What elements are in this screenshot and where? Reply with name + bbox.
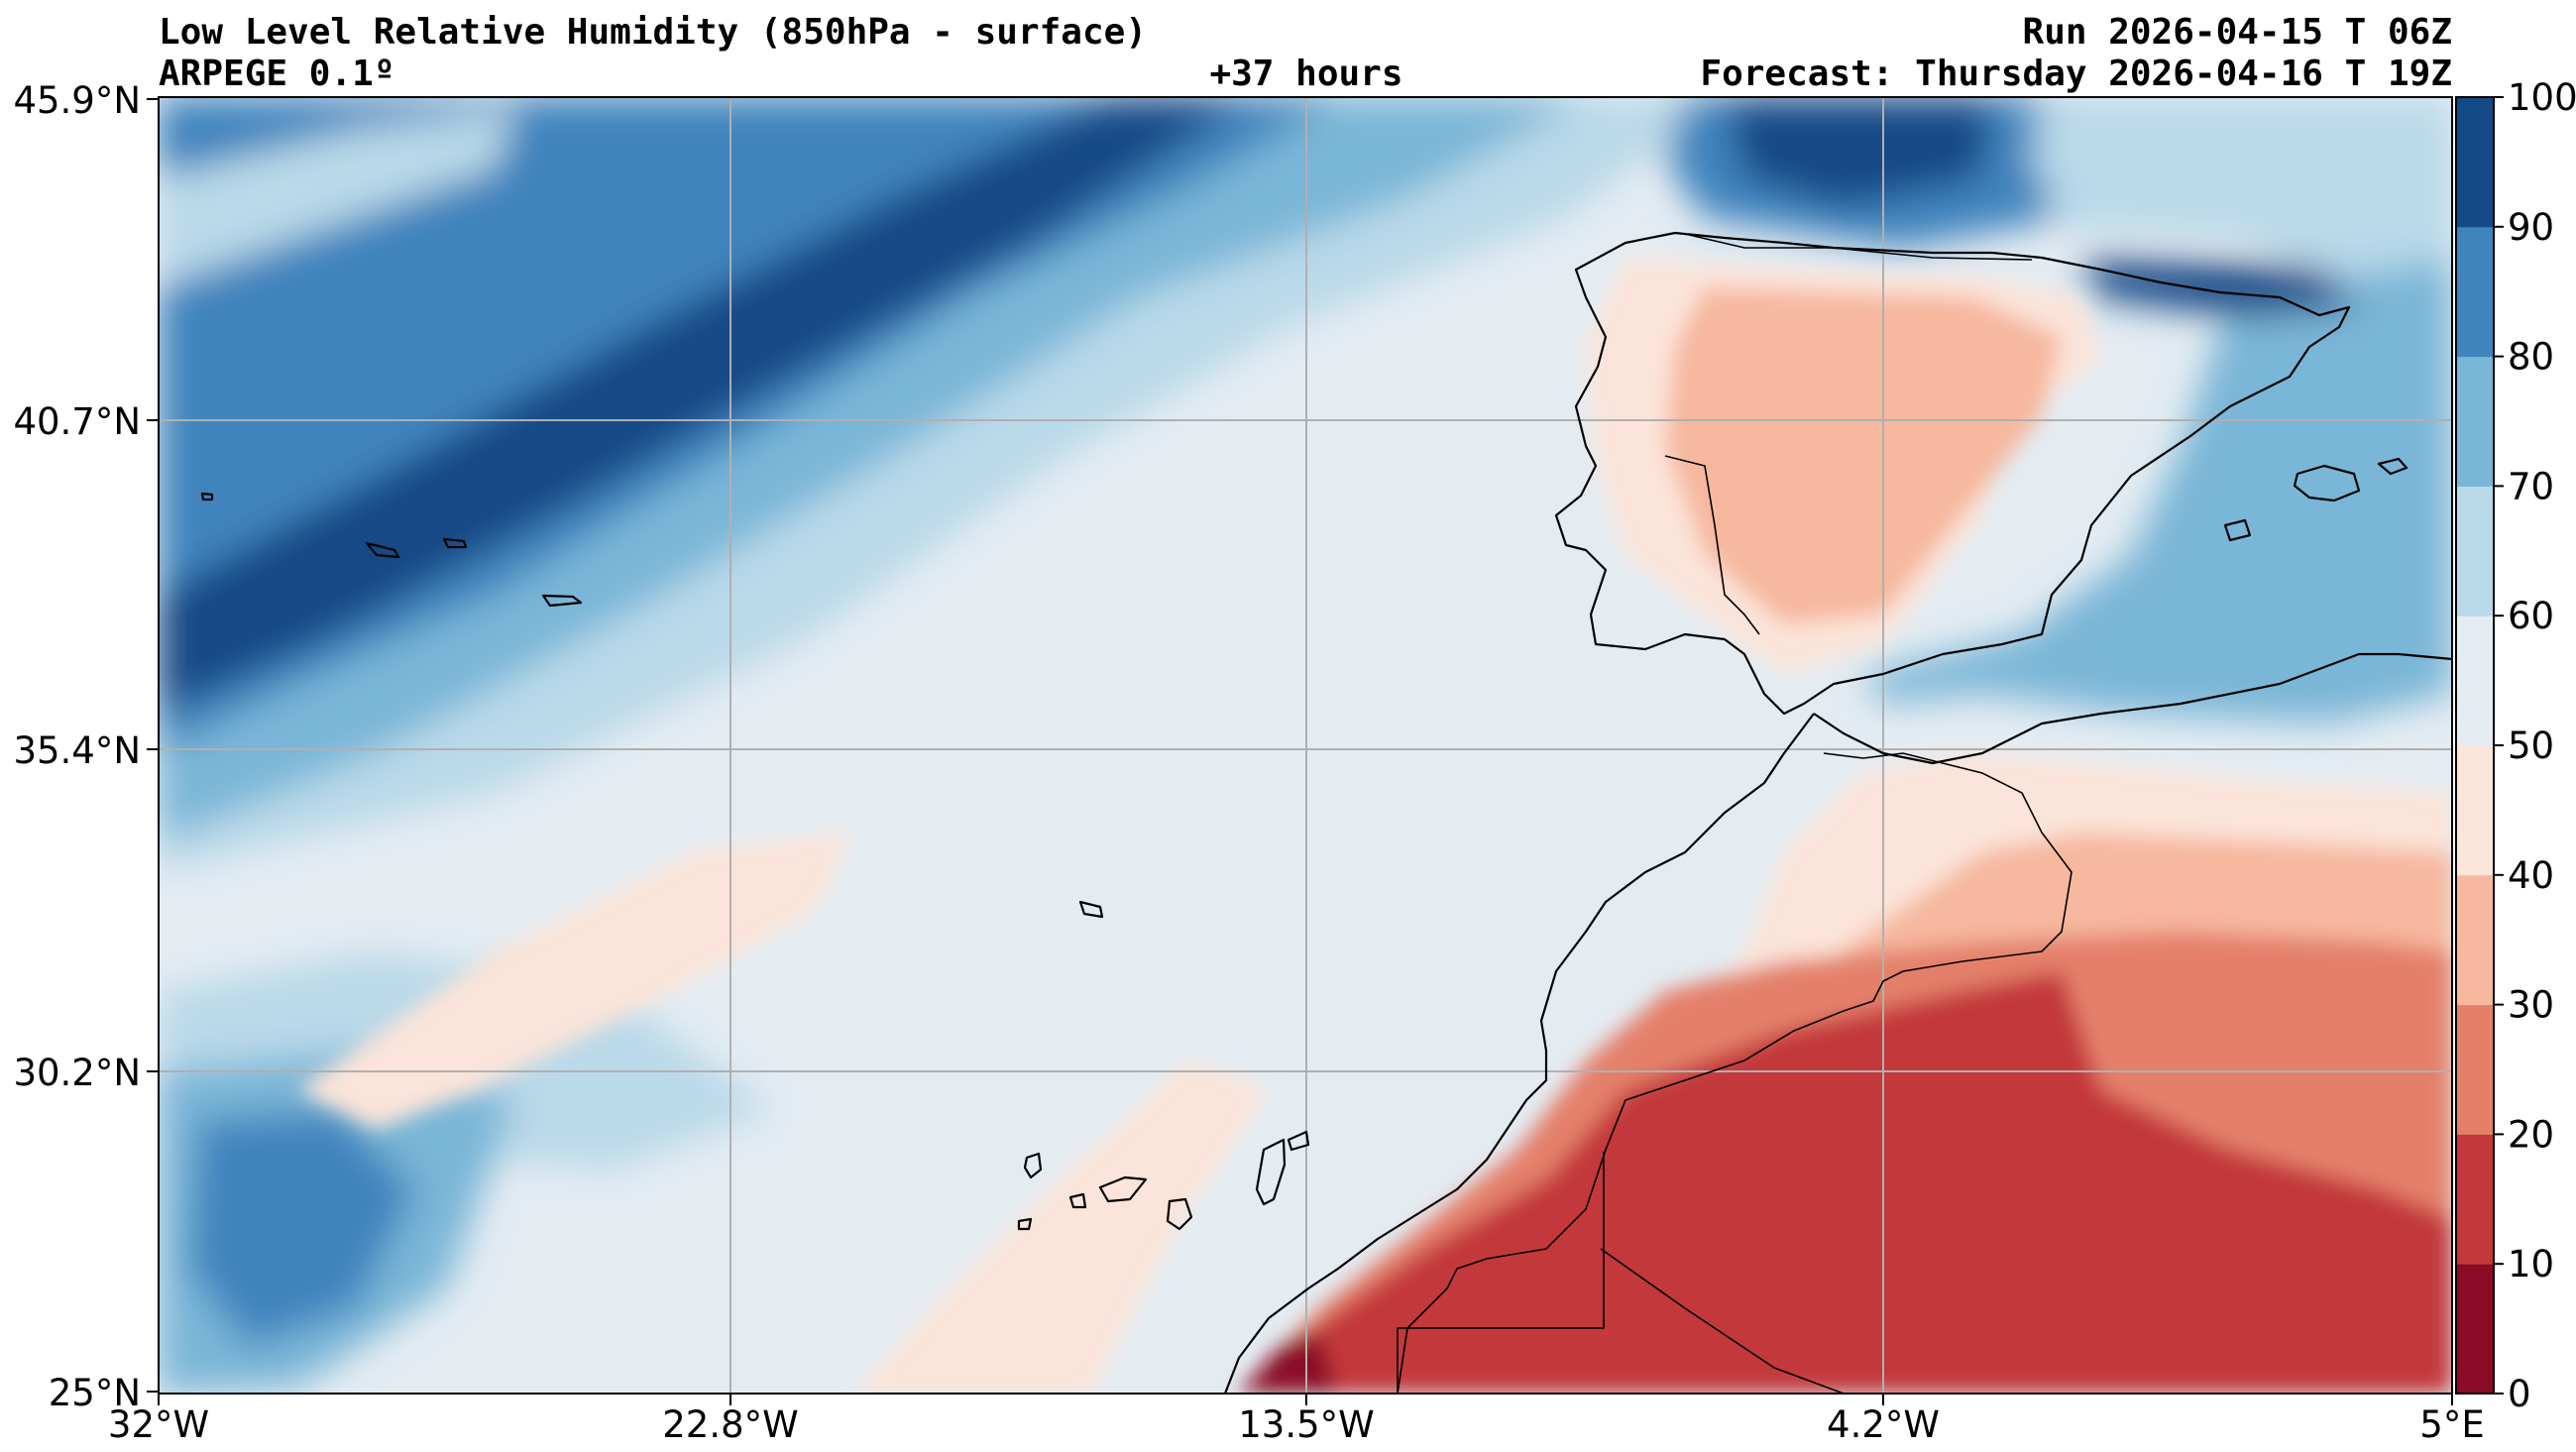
colorbar-segment — [2456, 356, 2494, 487]
azores-island-1 — [365, 541, 400, 559]
france-spain-border — [1684, 233, 2033, 261]
colorbar-tick-label: 70 — [2508, 465, 2554, 507]
lat-tick-label: 40.7°N — [13, 400, 141, 443]
lon-tick-label: 5°E — [2419, 1403, 2484, 1446]
el-hierro-island — [1017, 1217, 1033, 1231]
colorbar-segment — [2456, 1264, 2494, 1395]
chart-title: Low Level Relative Humidity (850hPa - su… — [159, 12, 1147, 53]
colorbar-segment — [2456, 486, 2494, 616]
morocco-algeria-border — [1397, 752, 2072, 1394]
run-label: Run 2026-04-15 T 06Z — [2023, 12, 2452, 53]
forecast-label: Forecast: Thursday 2026-04-16 T 19Z — [1700, 54, 2452, 94]
humidity-field — [159, 97, 2452, 1394]
colorbar-segment — [2456, 874, 2494, 1006]
lon-tick-label: 13.5°W — [1238, 1403, 1374, 1446]
north-africa-coast — [1813, 652, 2452, 765]
tenerife-island — [1098, 1175, 1148, 1203]
lat-tick-label: 35.4°N — [13, 729, 141, 772]
colorbar-tick-label: 60 — [2508, 595, 2554, 637]
colorbar-tick-label: 40 — [2508, 854, 2554, 897]
fuerteventura-island — [1255, 1138, 1287, 1206]
graticule — [159, 97, 2452, 1394]
mauritania-border — [1600, 1248, 1845, 1394]
colorbar-tick-label: 10 — [2508, 1243, 2554, 1285]
lon-tick-label: 32°W — [108, 1403, 209, 1446]
colorbar-tick-label: 90 — [2508, 206, 2554, 249]
lat-tick-label: 30.2°N — [13, 1052, 141, 1094]
model-label: ARPEGE 0.1º — [159, 54, 394, 94]
la-gomera-island — [1068, 1192, 1087, 1209]
morocco-coast — [1223, 713, 1815, 1394]
colorbar-tick-label: 0 — [2508, 1373, 2531, 1415]
colorbar-segment — [2456, 97, 2494, 228]
lead-time-label: +37 hours — [1209, 54, 1402, 94]
azores-island-4 — [200, 492, 214, 502]
lanzarote-island — [1287, 1130, 1310, 1152]
colorbar-tick-label: 20 — [2508, 1113, 2554, 1156]
dry-land-bands — [297, 258, 2452, 1394]
lon-tick-label: 22.8°W — [662, 1403, 798, 1446]
lon-tick-label: 4.2°W — [1827, 1403, 1940, 1446]
lon-axis: 32°W 22.8°W 13.5°W 4.2°W 5°E — [108, 1394, 2485, 1446]
lat-tick-label: 45.9°N — [13, 79, 141, 122]
la-palma-island — [1023, 1152, 1043, 1179]
colorbar-segment — [2456, 1134, 2494, 1265]
madeira-island — [1078, 900, 1104, 919]
colorbar-segment — [2456, 1004, 2494, 1135]
coastlines — [200, 231, 2452, 1394]
colorbar-segment — [2456, 615, 2494, 746]
colorbar-segment — [2456, 226, 2494, 358]
lat-axis: 45.9°N 40.7°N 35.4°N 30.2°N 25°N — [13, 79, 159, 1414]
spain-portugal-border — [1664, 455, 1760, 635]
ibiza-island — [2223, 518, 2252, 542]
moist-atlantic-bands — [159, 97, 2452, 1394]
colorbar-tick-label: 100 — [2508, 76, 2576, 119]
azores-island-3 — [541, 594, 583, 608]
colorbar-segment — [2456, 745, 2494, 876]
colorbar-tick-label: 30 — [2508, 984, 2554, 1027]
azores-island-2 — [442, 537, 468, 549]
colorbar-tick-label: 80 — [2508, 336, 2554, 379]
lat-tick-label: 25°N — [49, 1372, 141, 1414]
iberia-coast — [1554, 231, 2351, 716]
colorbar-tick-label: 50 — [2508, 725, 2554, 767]
menorca-island — [2377, 457, 2408, 476]
mallorca-island — [2293, 464, 2361, 503]
gran-canaria-island — [1166, 1197, 1193, 1231]
western-sahara-border — [1397, 1152, 1605, 1394]
